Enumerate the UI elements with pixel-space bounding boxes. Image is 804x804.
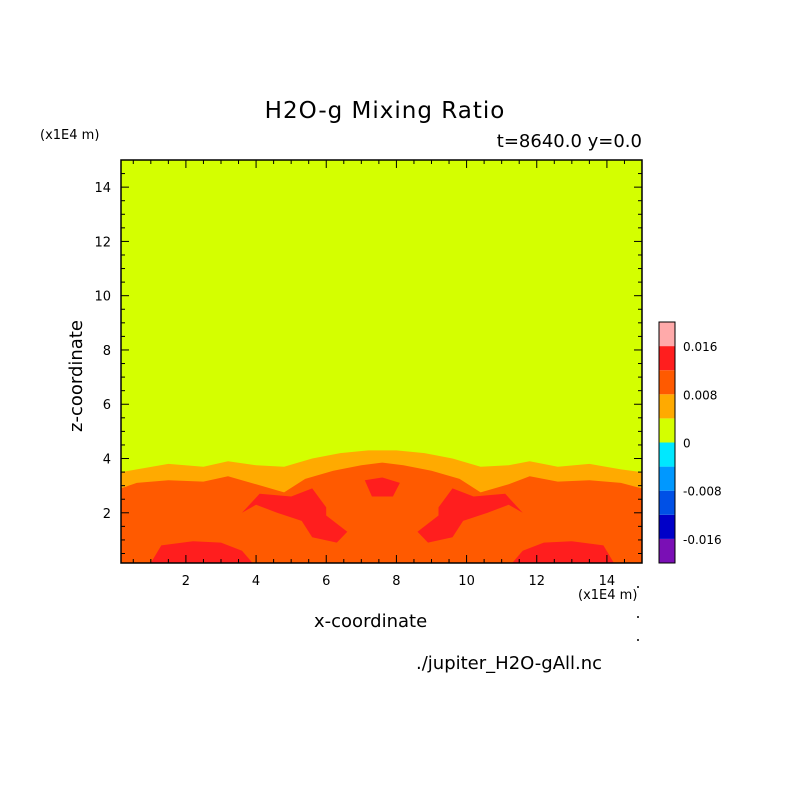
contour-blob-0.012-2	[417, 488, 523, 543]
colorbar-tick-label: -0.016	[683, 533, 722, 547]
contour-blob-0.012-4	[150, 541, 253, 563]
colorbar-swatch-2	[659, 490, 675, 515]
chart-subtitle: t=8640.0 y=0.0	[496, 131, 642, 152]
y-tick-label: 6	[103, 398, 111, 413]
colorbar-swatch-1	[659, 514, 675, 539]
y-tick-label: 12	[94, 235, 111, 250]
x-tick-label: 12	[528, 574, 545, 589]
x-axis-label: x-coordinate	[314, 611, 428, 632]
x-tick-label: 4	[252, 574, 260, 589]
x-tick-label: 10	[458, 574, 475, 589]
y-tick-label: 2	[103, 507, 111, 522]
colorbar-tick-label: 0.008	[683, 388, 717, 402]
marker-dot	[637, 616, 639, 618]
colorbar-swatch-5	[659, 418, 675, 443]
contour-blob-0.012-5	[512, 541, 614, 563]
contour-blob-0.012-1	[242, 488, 348, 543]
colorbar-swatch-6	[659, 394, 675, 419]
colorbar-tick-label: 0	[683, 437, 691, 451]
marker-dot	[637, 639, 639, 641]
y-tick-label: 10	[94, 290, 111, 305]
plot-frame	[120, 159, 643, 564]
y-tick-label: 8	[103, 344, 111, 359]
colorbar-tick-label: -0.008	[683, 485, 722, 499]
colorbar-swatch-0	[659, 538, 675, 563]
colorbar-swatch-3	[659, 466, 675, 491]
contour-band-0.008	[121, 462, 642, 563]
x-axis-unit: (x1E4 m)	[578, 588, 638, 603]
colorbar-frame	[658, 321, 676, 564]
x-tick-label: 6	[322, 574, 330, 589]
marker-dot	[637, 586, 639, 588]
contour-blob-0.012-3	[364, 477, 400, 497]
source-file-label: ./jupiter_H2O-gAll.nc	[416, 653, 603, 674]
chart-title: H2O-g Mixing Ratio	[264, 98, 506, 124]
colorbar-swatch-4	[659, 442, 675, 467]
x-tick-label: 8	[392, 574, 400, 589]
colorbar-swatch-7	[659, 370, 675, 395]
colorbar-swatch-8	[659, 346, 675, 371]
y-axis-unit: (x1E4 m)	[40, 128, 100, 143]
colorbar-swatch-9	[659, 322, 675, 347]
y-tick-label: 14	[94, 181, 111, 196]
x-tick-label: 14	[599, 574, 616, 589]
x-tick-label: 2	[182, 574, 190, 589]
colorbar-tick-label: 0.016	[683, 340, 717, 354]
y-tick-label: 4	[103, 453, 111, 468]
